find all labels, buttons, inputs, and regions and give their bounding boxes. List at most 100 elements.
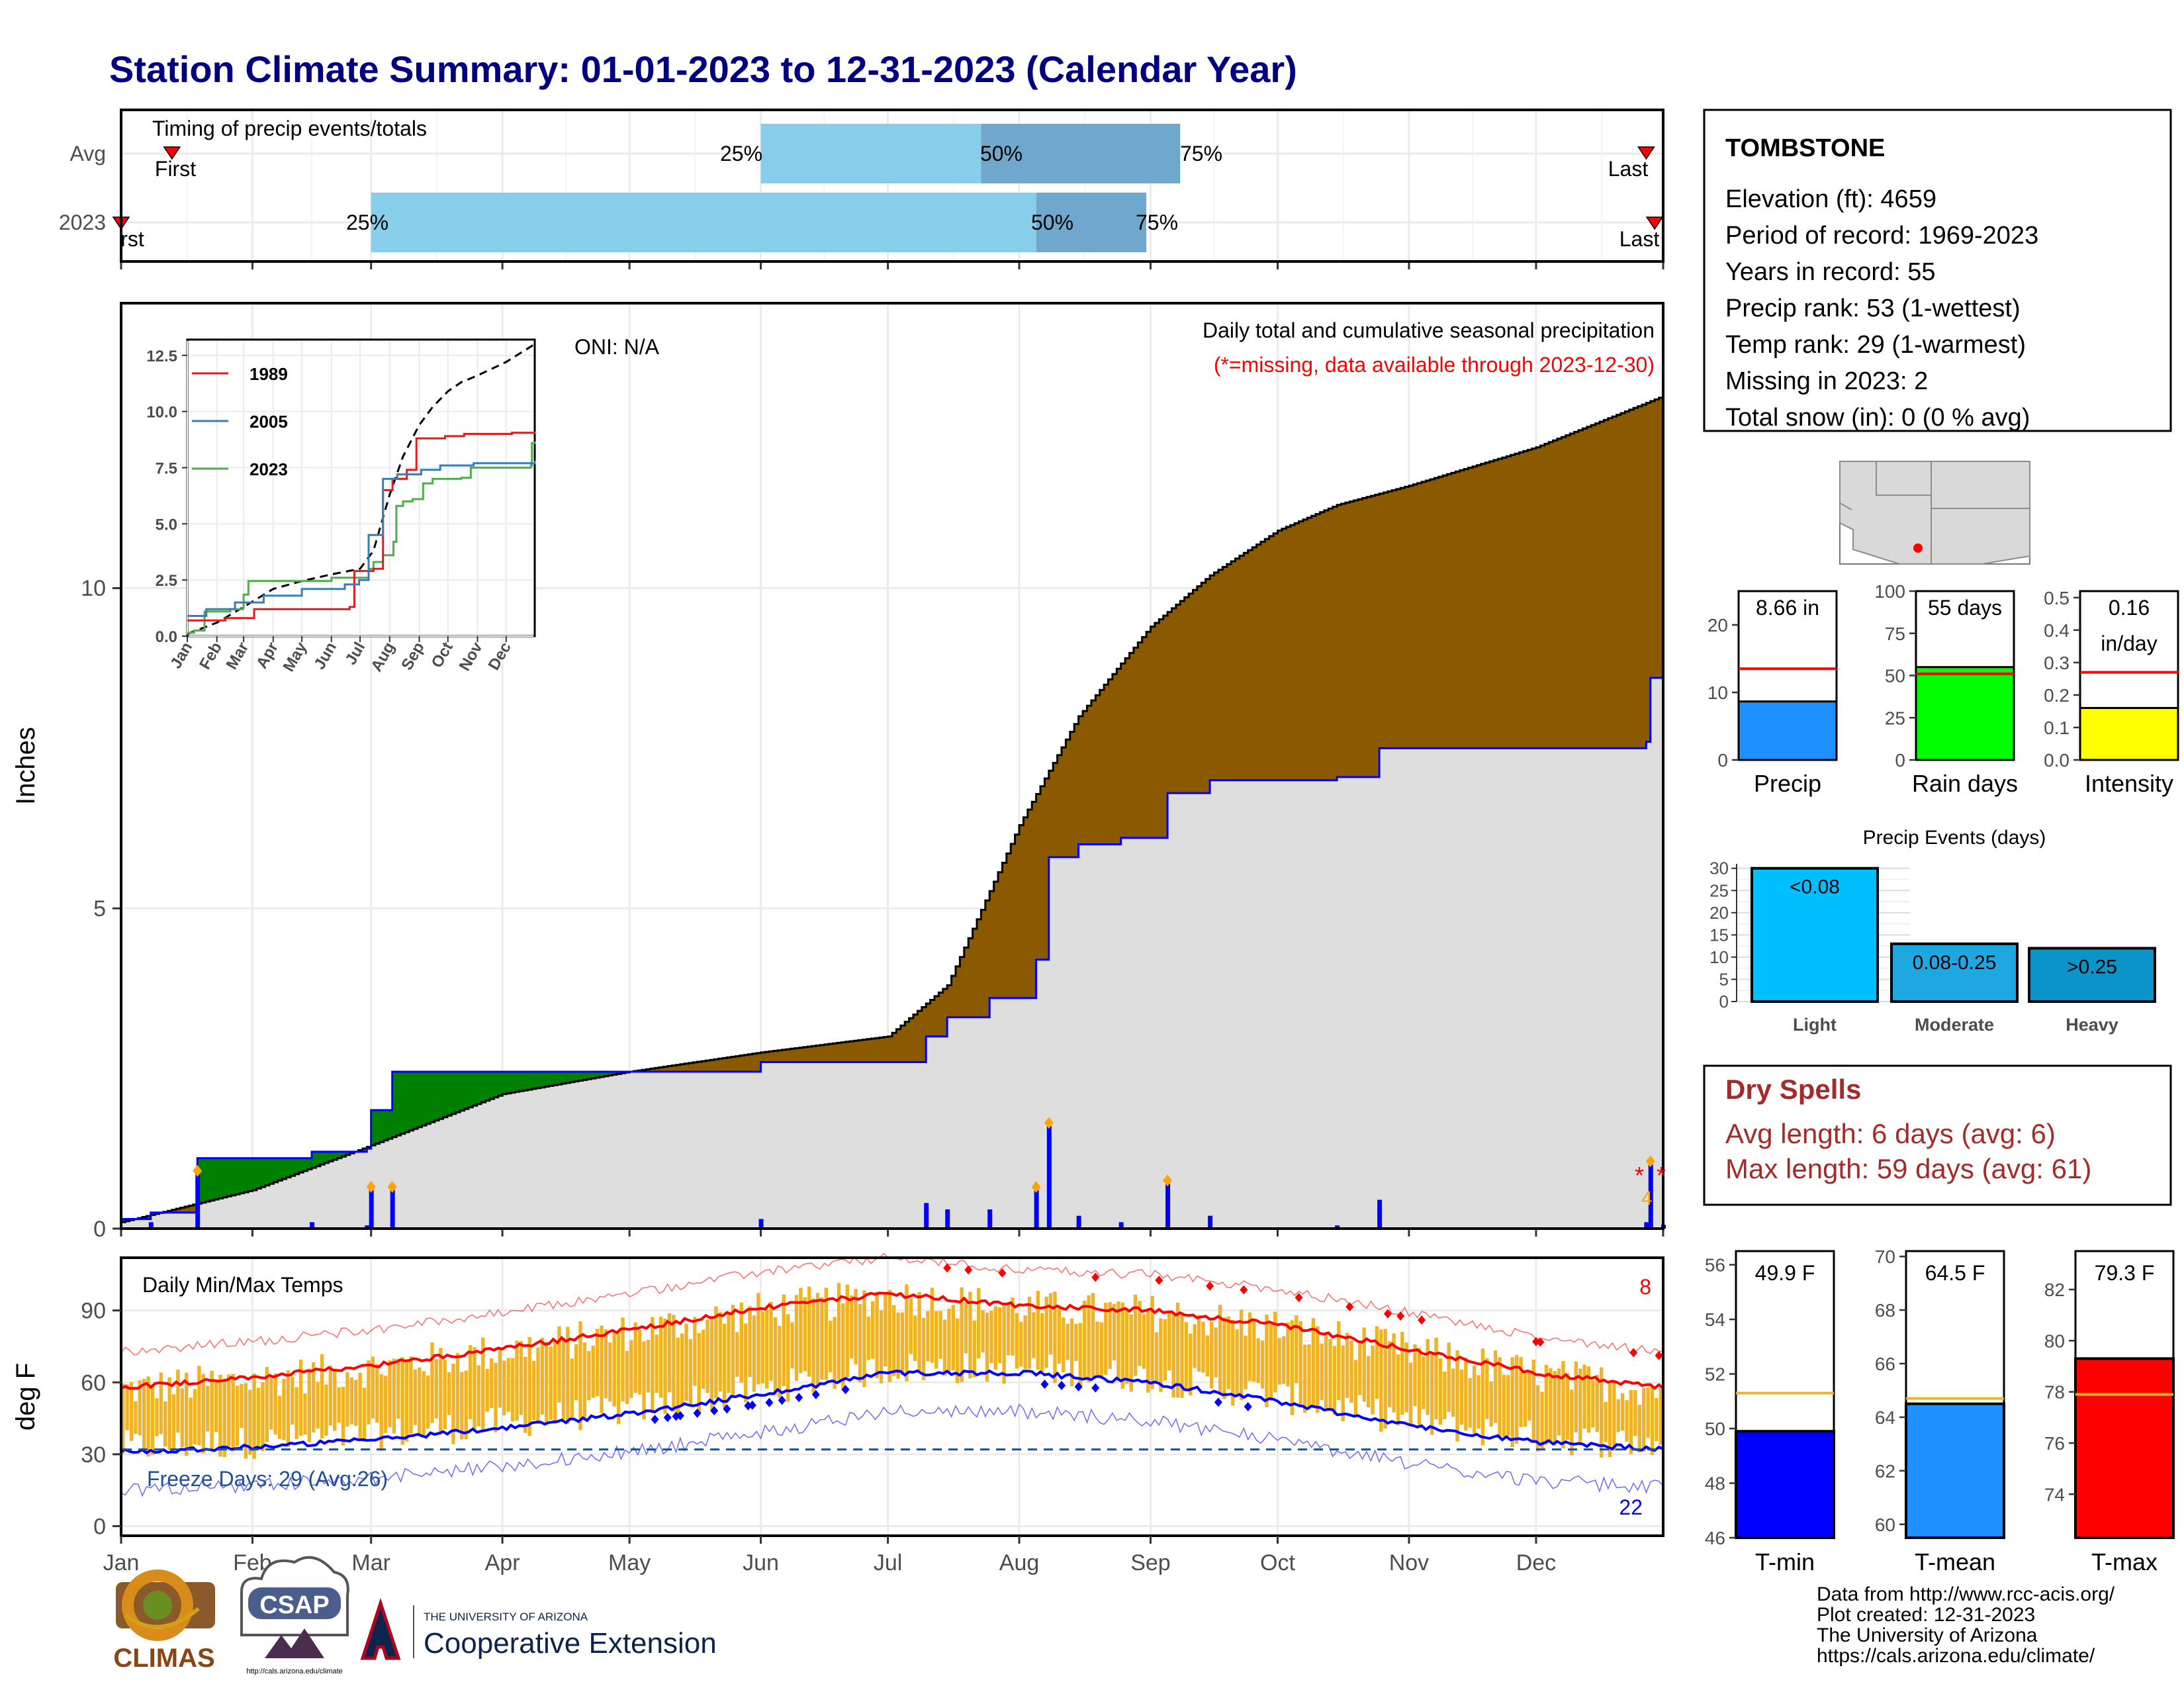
precip-deficit-192 <box>934 996 940 1037</box>
events-bar-label-2: >0.25 <box>2067 956 2117 978</box>
precip-deficit-161 <box>803 1047 808 1062</box>
temp-daily-bar-110 <box>587 1350 591 1401</box>
temp-daily-bar-143 <box>727 1313 731 1393</box>
events-ytick-2: 10 <box>1709 947 1729 967</box>
temp-daily-bar-66 <box>400 1357 404 1445</box>
temp-daily-bar-131 <box>676 1337 680 1416</box>
inset-xtick-5: Jun <box>310 639 340 673</box>
precip-base-238 <box>1129 837 1134 1229</box>
precip-base-235 <box>1116 844 1122 1229</box>
precip-deficit-169 <box>837 1043 842 1062</box>
month-label-nov: Nov <box>1389 1550 1429 1575</box>
precip-base-53 <box>345 1154 351 1229</box>
temp-daily-bar-112 <box>595 1329 600 1397</box>
month-label-jan: Jan <box>103 1550 140 1575</box>
precip-base-1 <box>125 1221 130 1229</box>
temp-gauge-tick-1-2: 64 <box>1875 1407 1895 1428</box>
temp-daily-bar-313 <box>1447 1342 1451 1412</box>
precip-base-45 <box>312 1168 317 1229</box>
temp-daily-bar-206 <box>993 1306 998 1370</box>
temp-daily-bar-267 <box>1252 1319 1256 1382</box>
precip-base-255 <box>1201 793 1206 1229</box>
temp-record-high-marker-14 <box>1629 1348 1638 1358</box>
precip-deficit-175 <box>862 1039 868 1062</box>
temp-daily-bar-89 <box>498 1348 502 1408</box>
temp-daily-bar-53 <box>345 1372 349 1427</box>
precip-base-143 <box>727 1071 732 1229</box>
precip-base-144 <box>731 1071 736 1229</box>
precip-deficit-333 <box>1531 448 1537 749</box>
precip-base-329 <box>1514 748 1520 1229</box>
precip-surplus-101 <box>549 1071 554 1086</box>
precip-base-105 <box>566 1082 571 1229</box>
timing-avg-p75: 75% <box>1180 142 1222 165</box>
inset-ytick-3: 7.5 <box>156 459 177 477</box>
gauge-tick-2-5: 0.5 <box>2044 588 2070 608</box>
precip-base-80 <box>460 1110 465 1229</box>
temp-daily-bar-217 <box>1040 1313 1044 1372</box>
temp-daily-bar-167 <box>828 1321 833 1373</box>
temp-daily-bar-307 <box>1422 1356 1426 1409</box>
precip-base-326 <box>1502 748 1507 1229</box>
precip-deficit-280 <box>1307 518 1312 780</box>
precip-base-100 <box>545 1086 550 1229</box>
climas-logo: CLIMAS <box>113 1570 215 1673</box>
precip-deficit-288 <box>1341 504 1346 777</box>
temp-daily-bar-186 <box>909 1298 913 1354</box>
precip-base-90 <box>502 1094 508 1229</box>
precip-surplus-69 <box>413 1071 418 1129</box>
precip-base-49 <box>328 1161 334 1229</box>
temp-daily-bar-199 <box>964 1302 968 1354</box>
precip-base-319 <box>1472 748 1477 1229</box>
temp-daily-bar-47 <box>320 1354 324 1438</box>
temp-daily-bar-71 <box>422 1371 426 1436</box>
precip-deficit-299 <box>1387 491 1392 749</box>
precip-base-76 <box>443 1117 448 1229</box>
precip-base-327 <box>1506 748 1512 1229</box>
precip-base-328 <box>1510 748 1516 1229</box>
temp-daily-bar-248 <box>1171 1313 1175 1397</box>
temp-daily-bar-198 <box>960 1287 964 1382</box>
precip-surplus-53 <box>345 1151 351 1155</box>
station-temp-rank: Temp rank: 29 (1-warmest) <box>1725 331 2026 359</box>
csap-wordmark: CSAP <box>259 1591 330 1619</box>
temp-daily-bar-358 <box>1637 1405 1641 1453</box>
precip-surplus-77 <box>447 1071 452 1116</box>
precip-base-42 <box>298 1172 304 1229</box>
precip-base-155 <box>778 1062 783 1229</box>
precip-deficit-171 <box>845 1041 850 1062</box>
precip-base-148 <box>748 1071 753 1229</box>
precip-ytick-0: 0 <box>93 1217 106 1242</box>
temp-daily-bar-164 <box>815 1293 820 1385</box>
precip-base-179 <box>879 1062 884 1229</box>
precip-deficit-16 <box>189 1205 194 1213</box>
events-ytick-3: 15 <box>1709 925 1729 945</box>
precip-surplus-68 <box>409 1071 414 1131</box>
temp-record-low-marker-0 <box>651 1415 659 1425</box>
precip-base-192 <box>934 1036 940 1229</box>
precip-base-215 <box>1032 998 1037 1229</box>
precip-surplus-21 <box>210 1158 215 1201</box>
temp-daily-bar-184 <box>900 1312 905 1376</box>
temp-daily-bar-251 <box>1184 1322 1189 1388</box>
gauge-tick-0-0: 0 <box>1717 750 1728 771</box>
precip-deficit-218 <box>1044 778 1050 960</box>
temp-daily-bar-118 <box>621 1317 625 1402</box>
precip-base-0 <box>121 1222 126 1229</box>
precip-base-181 <box>887 1062 893 1229</box>
temp-daily-bar-127 <box>659 1316 663 1398</box>
events-ytick-6: 30 <box>1709 859 1729 878</box>
precip-deficit-154 <box>773 1051 778 1062</box>
precip-base-291 <box>1353 776 1359 1229</box>
station-snow: Total snow (in): 0 (0 % avg) <box>1725 404 2030 432</box>
precip-base-195 <box>947 1017 952 1229</box>
precip-base-87 <box>489 1099 494 1229</box>
precip-base-270 <box>1265 780 1270 1229</box>
precip-base-220 <box>1053 857 1058 1229</box>
precip-surplus-61 <box>379 1110 385 1143</box>
temp-daily-bar-299 <box>1387 1341 1392 1407</box>
precip-deficit-270 <box>1265 539 1270 780</box>
temp-daily-bar-361 <box>1650 1386 1655 1455</box>
precip-deficit-260 <box>1222 567 1228 780</box>
precip-deficit-278 <box>1298 521 1304 780</box>
